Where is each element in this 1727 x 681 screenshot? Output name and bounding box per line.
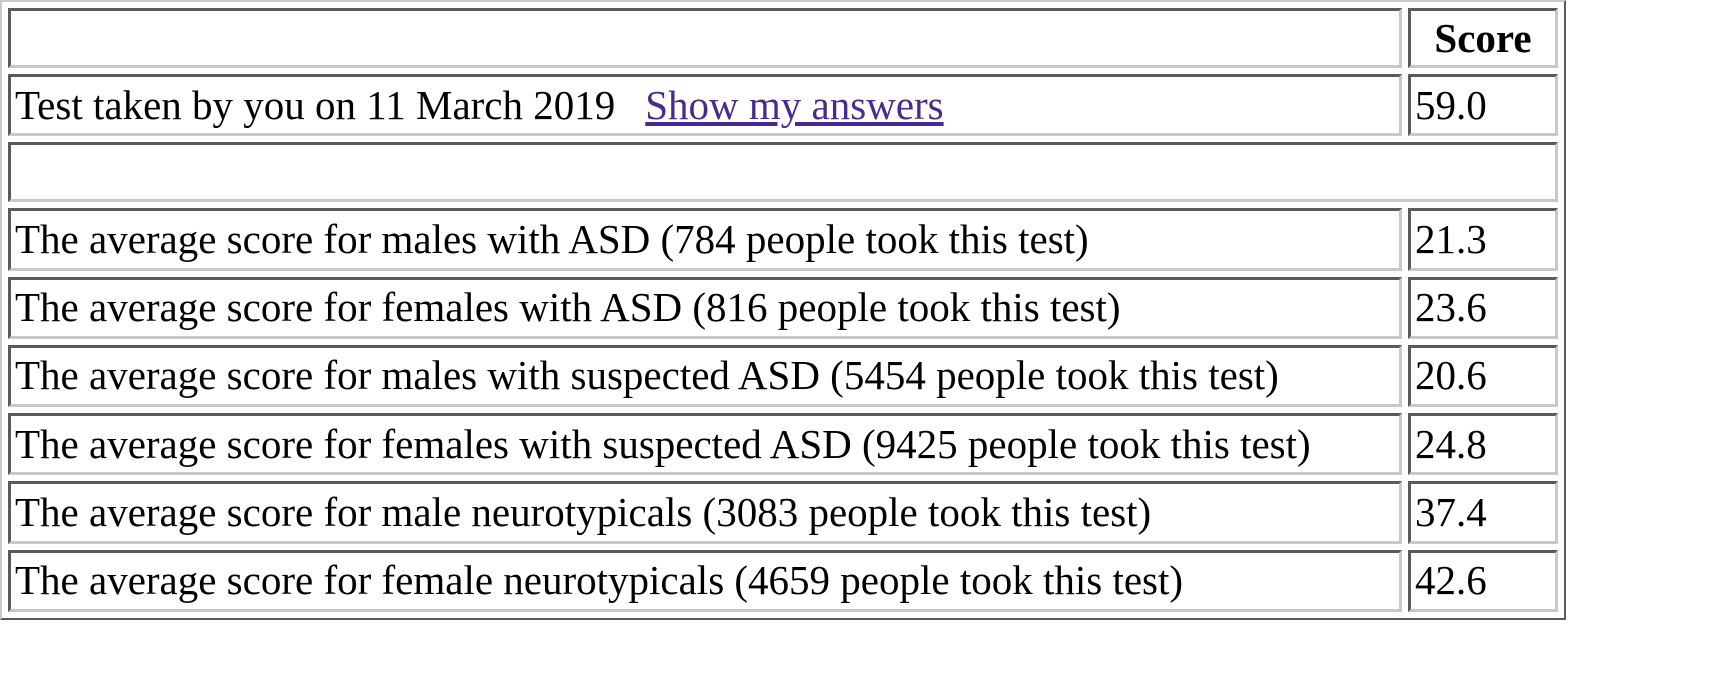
spacer-row bbox=[8, 142, 1558, 203]
average-score: 21.3 bbox=[1408, 208, 1558, 271]
results-table: Score Test taken by you on 11 March 2019… bbox=[0, 0, 1566, 620]
my-test-label: Test taken by you on 11 March 2019 bbox=[15, 81, 616, 128]
average-label: The average score for females with ASD (… bbox=[8, 276, 1402, 339]
average-label: The average score for males with suspect… bbox=[8, 344, 1402, 408]
my-test-label-cell: Test taken by you on 11 March 2019 Show m… bbox=[8, 74, 1402, 137]
average-label: The average score for males with ASD (78… bbox=[8, 208, 1402, 271]
table-row: The average score for female neurotypica… bbox=[8, 549, 1558, 612]
average-label: The average score for females with suspe… bbox=[8, 413, 1402, 476]
average-score: 24.8 bbox=[1408, 413, 1558, 476]
header-blank-cell bbox=[8, 8, 1402, 68]
table-row: The average score for males with suspect… bbox=[8, 344, 1558, 408]
average-label: The average score for male neurotypicals… bbox=[8, 481, 1402, 544]
table-row: The average score for males with ASD (78… bbox=[8, 208, 1558, 271]
score-column-header: Score bbox=[1408, 8, 1558, 68]
my-test-score: 59.0 bbox=[1408, 74, 1558, 137]
table-row: The average score for females with suspe… bbox=[8, 413, 1558, 476]
average-score: 20.6 bbox=[1408, 344, 1558, 408]
average-score: 37.4 bbox=[1408, 481, 1558, 544]
average-label: The average score for female neurotypica… bbox=[8, 549, 1402, 612]
average-score: 23.6 bbox=[1408, 276, 1558, 339]
table-row: The average score for male neurotypicals… bbox=[8, 481, 1558, 544]
header-row: Score bbox=[8, 8, 1558, 68]
spacer-cell bbox=[8, 142, 1558, 203]
my-test-row: Test taken by you on 11 March 2019 Show m… bbox=[8, 74, 1558, 137]
table-row: The average score for females with ASD (… bbox=[8, 276, 1558, 339]
show-my-answers-link[interactable]: Show my answers bbox=[645, 81, 944, 128]
average-score: 42.6 bbox=[1408, 549, 1558, 612]
